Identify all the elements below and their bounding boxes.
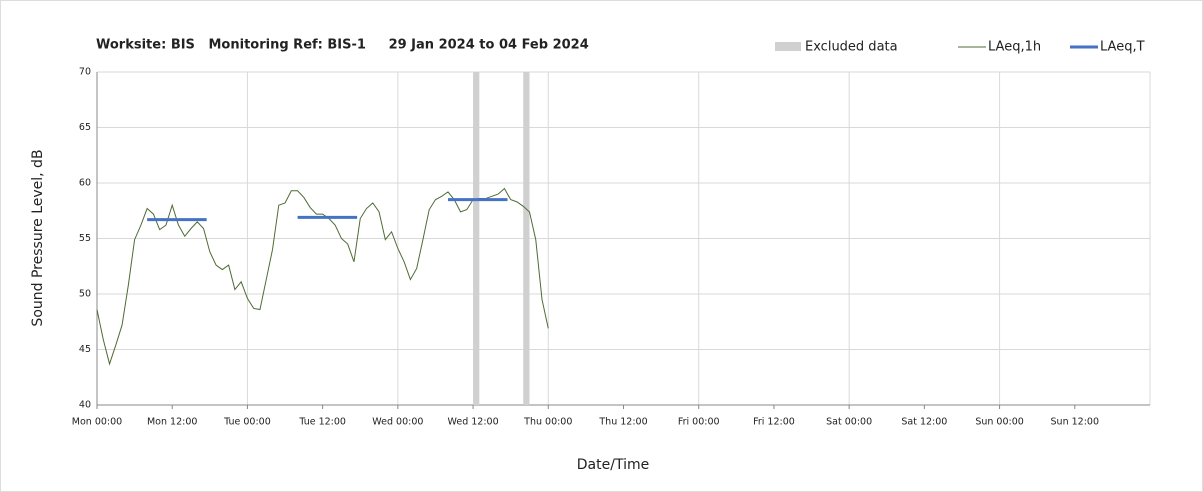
y-tick-label: 65 xyxy=(79,122,91,133)
x-tick-label: Sun 00:00 xyxy=(975,417,1023,428)
y-tick-label: 70 xyxy=(79,67,91,78)
x-tick-label: Sat 00:00 xyxy=(826,417,872,428)
x-tick-label: Fri 12:00 xyxy=(753,417,795,428)
x-tick-label: Wed 12:00 xyxy=(448,417,499,428)
legend-label: Excluded data xyxy=(805,40,898,55)
y-tick-label: 60 xyxy=(79,178,91,189)
legend-label: LAeq,T xyxy=(1100,40,1145,55)
legend-swatch xyxy=(775,42,801,51)
x-tick-label: Sat 12:00 xyxy=(901,417,947,428)
x-tick-label: Mon 00:00 xyxy=(72,417,122,428)
chart-title: Worksite: BIS Monitoring Ref: BIS-1 29 J… xyxy=(96,38,589,53)
y-tick-label: 55 xyxy=(79,233,91,244)
x-tick-label: Fri 00:00 xyxy=(678,417,720,428)
x-tick-label: Tue 12:00 xyxy=(298,417,346,428)
legend-label: LAeq,1h xyxy=(988,40,1041,55)
x-tick-label: Thu 12:00 xyxy=(598,417,647,428)
x-tick-label: Tue 00:00 xyxy=(223,417,271,428)
excluded-band xyxy=(473,72,480,405)
excluded-band xyxy=(523,72,530,405)
y-tick-label: 50 xyxy=(79,289,91,300)
x-axis-label: Date/Time xyxy=(577,457,649,473)
y-axis-label: Sound Pressure Level, dB xyxy=(30,149,46,326)
y-tick-label: 45 xyxy=(79,344,91,355)
x-tick-label: Mon 12:00 xyxy=(147,417,197,428)
x-tick-label: Thu 00:00 xyxy=(523,417,572,428)
x-tick-label: Wed 00:00 xyxy=(372,417,423,428)
x-tick-label: Sun 12:00 xyxy=(1051,417,1099,428)
y-tick-label: 40 xyxy=(79,400,91,411)
